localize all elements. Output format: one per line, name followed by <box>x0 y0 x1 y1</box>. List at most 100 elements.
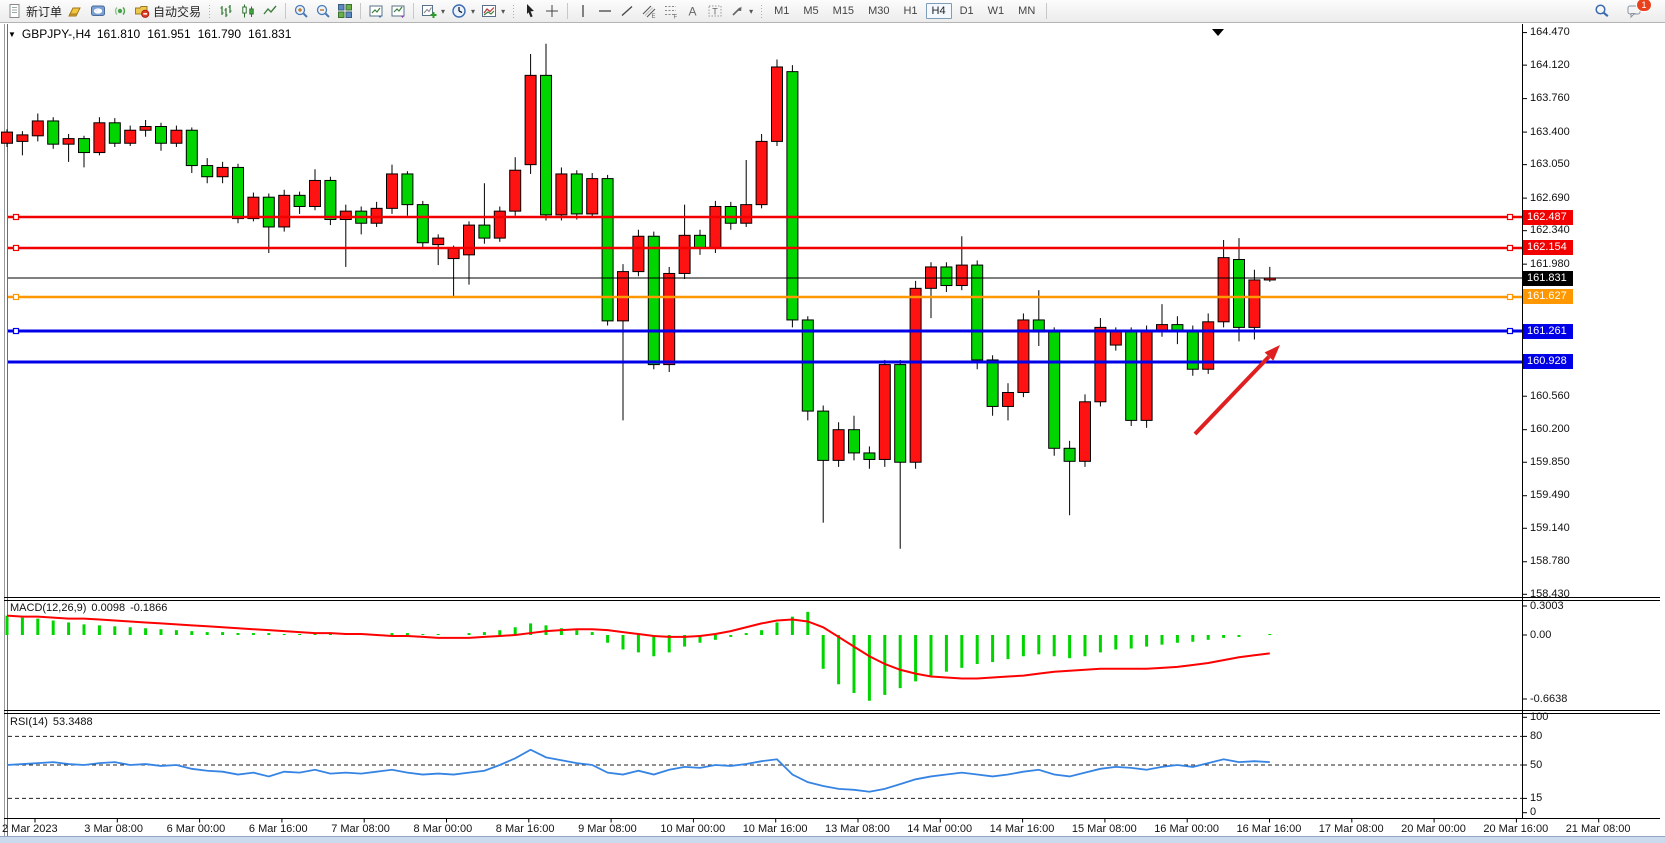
line-anchor-handle[interactable] <box>1506 244 1514 252</box>
candle-body <box>493 210 506 239</box>
line-anchor-handle[interactable] <box>12 244 20 252</box>
timeframe-button-M15[interactable]: M15 <box>832 5 855 17</box>
window-a-icon <box>369 5 383 18</box>
cursor-tool-button[interactable] <box>519 2 541 20</box>
data-window-icon <box>91 5 106 16</box>
fibonacci-tool-button[interactable]: F <box>660 2 682 20</box>
chat-button[interactable]: 1 <box>1623 0 1652 20</box>
annotation-arrow-head[interactable] <box>1264 345 1280 361</box>
vertical-line-tool-button[interactable] <box>572 2 594 20</box>
trendline-tool-button[interactable] <box>616 2 638 20</box>
notification-badge: 1 <box>1636 0 1652 12</box>
text-label-icon: T <box>708 5 722 17</box>
timeframe-button-M5[interactable]: M5 <box>803 5 819 17</box>
text-label-tool-button[interactable]: T <box>704 2 726 20</box>
price-axis[interactable] <box>1522 24 1665 819</box>
candle-body <box>1063 447 1076 462</box>
line-chart-icon <box>263 5 277 15</box>
search-button[interactable] <box>1591 2 1613 20</box>
candle-body <box>1233 259 1245 328</box>
shapes-tool-button[interactable]: ▾ <box>726 2 756 20</box>
text-tool-button[interactable]: A <box>682 2 704 20</box>
template-button[interactable]: ▾ <box>478 2 508 20</box>
rsi-pane-surface[interactable] <box>8 713 1522 818</box>
candlestick-button[interactable] <box>237 2 259 20</box>
line-anchor-handle[interactable] <box>12 327 20 335</box>
macd-pane-surface[interactable] <box>8 600 1522 710</box>
main-chart-surface[interactable] <box>8 24 1522 597</box>
candle-body <box>878 364 891 460</box>
timeframe-button-MN[interactable]: MN <box>1018 5 1036 17</box>
candle-body <box>832 429 845 461</box>
tile-windows-button[interactable] <box>334 2 356 20</box>
signals-button[interactable] <box>109 2 131 20</box>
zoom-out-button[interactable] <box>312 2 334 20</box>
channel-tool-button[interactable]: E <box>638 2 660 20</box>
candle-body <box>909 287 922 463</box>
candle-body <box>863 452 876 460</box>
new-order-button[interactable]: 新订单 <box>4 2 65 21</box>
arrange-windows-button[interactable] <box>387 2 409 20</box>
candle-body <box>540 74 552 216</box>
market-watch-icon <box>68 7 81 17</box>
candle-body <box>108 122 121 144</box>
dropdown-caret: ▾ <box>501 6 506 16</box>
timeframe-button-M30[interactable]: M30 <box>868 5 890 17</box>
zoom-in-icon <box>294 4 308 18</box>
svg-text:T: T <box>712 7 718 17</box>
shift-marker-icon[interactable] <box>1212 29 1224 36</box>
candle-body <box>1217 257 1230 323</box>
candle-body <box>416 204 429 244</box>
periods-button[interactable]: ▾ <box>448 2 478 20</box>
timeframe-button-M1[interactable]: M1 <box>774 5 790 17</box>
toolbar-separator <box>413 3 415 19</box>
zoom-out-icon <box>316 4 330 18</box>
text-icon: A <box>689 5 697 19</box>
auto-trading-label: 自动交易 <box>153 4 202 19</box>
candle-body <box>955 264 968 287</box>
timeframe-button-D1[interactable]: D1 <box>959 5 974 17</box>
bar-chart-button[interactable] <box>215 2 237 20</box>
candle-body <box>478 224 491 239</box>
svg-text:A: A <box>689 5 697 19</box>
crosshair-icon <box>546 5 559 17</box>
candle-body <box>848 429 860 454</box>
timeframe-button-H1[interactable]: H1 <box>903 5 918 17</box>
candle-body <box>47 120 60 145</box>
new-chart-button[interactable]: ▾ <box>418 2 448 20</box>
dropdown-caret: ▾ <box>441 6 446 16</box>
candle-body <box>386 173 398 209</box>
candle-body <box>632 235 645 273</box>
market-watch-button[interactable] <box>65 2 87 20</box>
svg-text:F: F <box>674 15 678 20</box>
timeframe-button-W1[interactable]: W1 <box>987 5 1005 17</box>
time-axis[interactable] <box>0 819 1665 836</box>
auto-trading-button[interactable]: 自动交易 <box>131 2 204 21</box>
timeframe-button-H4[interactable]: H4 <box>925 3 952 19</box>
line-anchor-handle[interactable] <box>12 213 20 221</box>
candle-body <box>971 264 984 361</box>
line-anchor-handle[interactable] <box>1506 293 1514 301</box>
horizontal-line-tool-button[interactable] <box>594 2 616 20</box>
crosshair-tool-button[interactable] <box>541 2 563 20</box>
toolbar-grip <box>208 4 212 18</box>
data-window-button[interactable] <box>87 2 109 20</box>
candle-body <box>1 131 13 144</box>
candle-body <box>663 272 676 366</box>
line-chart-button[interactable] <box>259 2 281 20</box>
candle-body <box>278 194 291 228</box>
zoom-in-button[interactable] <box>290 2 312 20</box>
line-anchor-handle[interactable] <box>1506 327 1514 335</box>
annotation-arrow-shaft[interactable] <box>1193 355 1271 436</box>
auto-trading-icon <box>135 6 150 18</box>
new-order-icon <box>9 4 20 18</box>
cascade-windows-button[interactable] <box>365 2 387 20</box>
candle-body <box>31 120 44 137</box>
line-anchor-handle[interactable] <box>12 293 20 301</box>
line-anchor-handle[interactable] <box>1506 213 1514 221</box>
dropdown-caret: ▾ <box>471 6 476 16</box>
candle-body <box>817 410 830 461</box>
candle-body <box>185 129 198 167</box>
